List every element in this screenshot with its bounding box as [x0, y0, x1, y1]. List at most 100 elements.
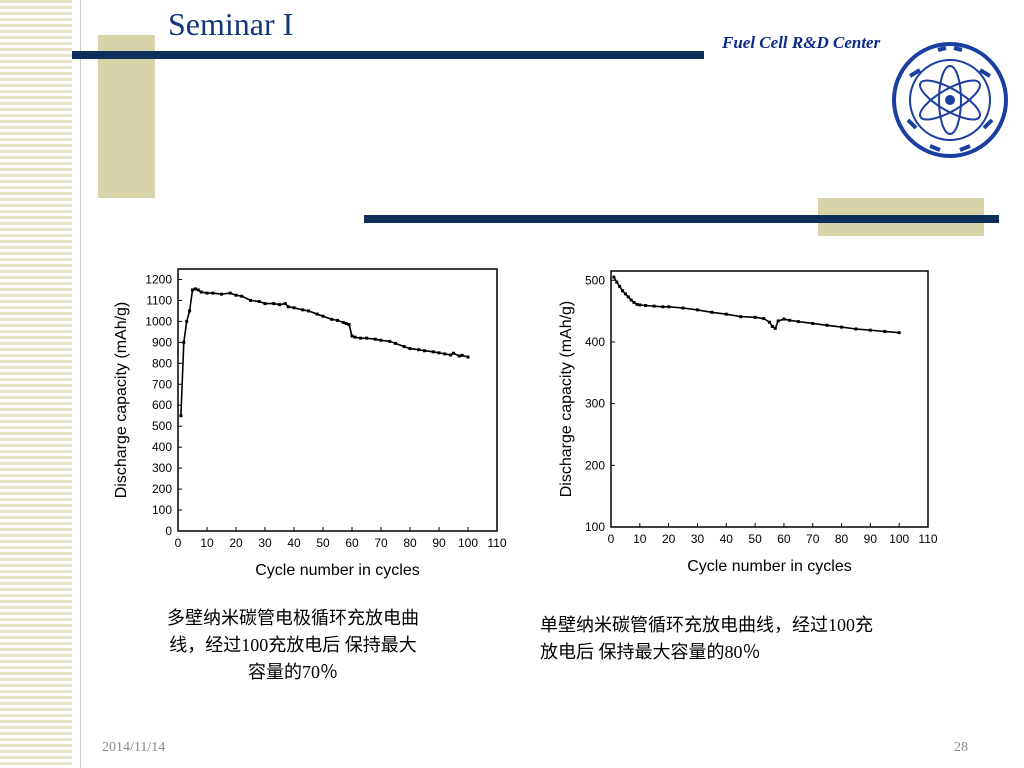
data-point: [460, 353, 464, 357]
y-tick-label: 1100: [146, 293, 172, 307]
data-point: [185, 319, 189, 323]
data-point: [191, 288, 194, 292]
data-point: [283, 302, 287, 306]
data-point: [365, 336, 368, 340]
data-point: [402, 345, 406, 349]
data-point: [753, 315, 757, 319]
data-point: [632, 300, 636, 304]
data-point: [373, 337, 377, 341]
data-point: [840, 325, 844, 329]
x-tick-label: 100: [458, 536, 478, 550]
data-point: [621, 289, 625, 293]
data-point: [257, 299, 261, 303]
data-point: [353, 335, 357, 339]
data-point: [359, 336, 363, 340]
plot-frame: [177, 268, 498, 532]
data-point: [854, 327, 858, 331]
data-point: [408, 347, 412, 351]
data-point: [897, 331, 901, 335]
x-tick-label: 0: [608, 532, 615, 546]
data-point: [629, 298, 633, 302]
data-point: [466, 355, 470, 359]
data-point: [782, 317, 786, 321]
data-point: [431, 350, 435, 354]
data-point: [249, 298, 252, 302]
data-point: [615, 280, 619, 284]
data-point: [868, 328, 872, 332]
x-tick-label: 70: [806, 532, 820, 546]
x-tick-label: 90: [432, 536, 446, 550]
data-point: [211, 291, 215, 295]
data-point: [661, 305, 665, 309]
y-tick-label: 900: [152, 335, 172, 349]
data-point: [452, 351, 455, 355]
data-point: [196, 288, 200, 292]
data-point: [768, 320, 771, 324]
data-point: [811, 321, 815, 325]
y-tick-label: 1000: [145, 314, 172, 328]
decorative-mid-rule: [364, 215, 999, 223]
data-point: [394, 341, 397, 345]
data-point: [437, 351, 441, 355]
data-point: [776, 319, 780, 323]
data-point: [179, 414, 183, 418]
data-point: [350, 334, 354, 338]
data-point: [240, 294, 244, 298]
data-point: [652, 304, 656, 308]
plot-frame: [610, 270, 929, 528]
data-point: [626, 295, 630, 299]
data-point: [272, 302, 276, 306]
y-tick-label: 600: [152, 398, 172, 412]
x-tick-label: 110: [487, 536, 506, 550]
data-point: [286, 305, 290, 309]
data-point: [667, 305, 671, 309]
data-point: [883, 329, 887, 333]
data-point: [234, 293, 238, 297]
data-point: [278, 303, 281, 307]
x-axis-label: Cycle number in cycles: [255, 562, 420, 579]
data-point: [638, 303, 642, 307]
y-tick-label: 500: [152, 419, 172, 433]
x-tick-label: 30: [258, 536, 272, 550]
data-point: [762, 316, 766, 320]
caption-right-line: 单壁纳米碳管循环充放电曲线，经过100充: [540, 615, 873, 635]
data-point: [188, 309, 192, 313]
y-tick-label: 200: [152, 482, 172, 496]
data-point: [315, 312, 319, 316]
data-point: [321, 314, 325, 318]
data-point: [773, 326, 777, 330]
institute-logo-icon: [892, 42, 1008, 158]
series-line: [613, 276, 900, 334]
data-point: [388, 339, 392, 343]
data-point: [618, 284, 622, 288]
data-point: [341, 320, 345, 324]
data-point: [307, 309, 310, 313]
y-tick-label: 400: [585, 335, 605, 349]
x-tick-label: 60: [345, 536, 359, 550]
x-tick-label: 20: [229, 536, 243, 550]
data-point: [423, 349, 426, 353]
data-point: [263, 302, 267, 306]
data-point: [825, 323, 829, 327]
x-tick-label: 90: [864, 532, 878, 546]
data-point: [710, 310, 714, 314]
y-tick-label: 800: [152, 356, 172, 370]
data-point: [182, 340, 186, 344]
x-tick-label: 20: [662, 532, 676, 546]
data-point: [635, 302, 639, 306]
caption-left-line: 多壁纳米碳管电极循环充放电曲: [167, 608, 419, 628]
y-tick-label: 1200: [145, 272, 172, 286]
data-point: [796, 320, 800, 324]
data-point: [344, 321, 348, 325]
data-point: [644, 304, 648, 308]
x-tick-label: 110: [918, 532, 937, 546]
x-tick-label: 100: [889, 532, 909, 546]
y-tick-label: 400: [152, 440, 172, 454]
data-point: [612, 275, 616, 279]
x-axis-label: Cycle number in cycles: [687, 558, 852, 575]
data-point: [417, 348, 421, 352]
x-tick-label: 10: [200, 536, 214, 550]
x-tick-label: 40: [287, 536, 301, 550]
x-tick-label: 10: [633, 532, 647, 546]
data-point: [193, 287, 197, 291]
